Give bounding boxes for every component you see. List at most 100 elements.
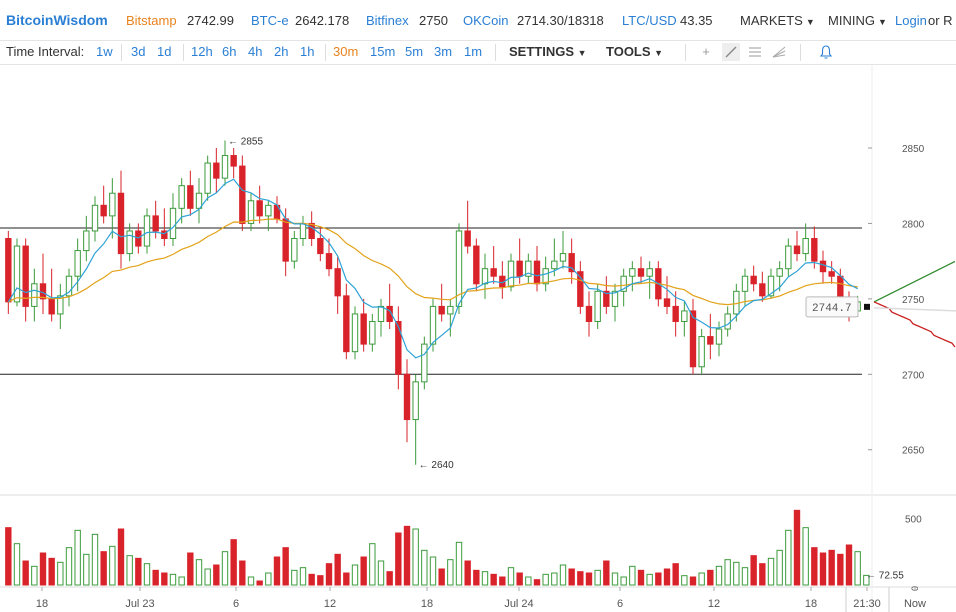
interval-5m[interactable]: 5m: [405, 44, 424, 59]
interval-1d[interactable]: 1d: [157, 44, 172, 59]
volume-bar: [698, 572, 705, 586]
settings-menu[interactable]: SETTINGS ▼: [509, 44, 587, 59]
top-nav-bar: BitcoinWisdom Bitstamp 2742.99 BTC-e 264…: [0, 0, 956, 41]
tools-menu[interactable]: TOOLS ▼: [606, 44, 663, 59]
volume-bar: [343, 572, 350, 586]
volume-bar: [655, 572, 662, 586]
fan-icon[interactable]: [770, 43, 788, 61]
volume-bar: [143, 563, 151, 586]
or-register-text: or R: [928, 13, 953, 28]
volume-bar: [117, 528, 125, 586]
candle-body: [187, 185, 194, 209]
interval-30m[interactable]: 30m: [333, 44, 359, 59]
volume-bar: [83, 553, 90, 586]
interval-3d[interactable]: 3d: [131, 44, 146, 59]
time-tick-label: Jul 23: [125, 598, 154, 610]
mining-menu[interactable]: MINING ▼: [828, 13, 887, 28]
volume-bar: [429, 556, 437, 586]
interval-12h[interactable]: 12h: [191, 44, 213, 59]
interval-15m[interactable]: 15m: [370, 44, 396, 59]
volume-bar: [741, 567, 749, 586]
candle-body: [317, 238, 324, 255]
volume-bar: [291, 569, 298, 586]
interval-2h[interactable]: 2h: [274, 44, 289, 59]
crosshair-icon[interactable]: +: [702, 44, 710, 59]
candle-body: [22, 245, 29, 307]
markets-menu[interactable]: MARKETS ▼: [740, 13, 815, 28]
candle-body: [325, 253, 333, 270]
exchange-okcoin-price: 2714.30/18318: [517, 13, 604, 28]
horizontal-lines[interactable]: [0, 227, 862, 375]
volume-bar: [395, 532, 402, 586]
mid-depth-line: [873, 307, 956, 312]
candle-body: [421, 343, 428, 383]
volume-bar: [360, 556, 367, 586]
interval-1w[interactable]: 1w: [96, 44, 113, 59]
volume-bar: [48, 557, 55, 586]
candle-body: [464, 230, 471, 247]
chart-annotations: ← 2855 ← 2640 2744.7 ← 72.55: [228, 136, 904, 581]
volume-bar: [811, 547, 818, 586]
interval-1h[interactable]: 1h: [300, 44, 315, 59]
exchange-btce-name[interactable]: BTC-e: [251, 13, 289, 28]
volume-bar: [689, 576, 697, 586]
interval-6h[interactable]: 6h: [222, 44, 237, 59]
volume-bar: [377, 560, 385, 586]
candle-body: [31, 283, 38, 307]
time-tick-label: 18: [805, 598, 817, 610]
volume-bar: [759, 563, 766, 586]
volume-bar: [490, 573, 497, 586]
chevron-down-icon: ▼: [877, 17, 887, 27]
chevron-down-icon: ▼: [805, 17, 815, 27]
low-price-annotation: ← 2640: [419, 460, 454, 471]
bell-glyph: [819, 45, 833, 59]
brand-logo[interactable]: BitcoinWisdom: [6, 12, 108, 28]
exchange-ltcusd-name[interactable]: LTC/USD: [622, 13, 677, 28]
volume-bar: [646, 573, 653, 586]
alert-bell-icon[interactable]: [817, 43, 835, 61]
exchange-bitfinex-name[interactable]: Bitfinex: [366, 13, 409, 28]
candle-body: [13, 245, 21, 303]
price-chart[interactable]: 28502800275027002650500018Jul 2361218Jul…: [0, 65, 956, 612]
candle-body: [109, 192, 116, 217]
candle-body: [715, 328, 723, 345]
login-link[interactable]: Login: [895, 13, 927, 28]
volume-bar: [265, 572, 272, 586]
candle-body: [282, 218, 289, 262]
candle-body: [811, 238, 818, 262]
candle-body: [525, 260, 532, 277]
candle-body: [637, 268, 645, 277]
volume-bar: [421, 549, 428, 586]
fib-icon[interactable]: [746, 43, 764, 61]
interval-3m[interactable]: 3m: [434, 44, 453, 59]
volume-bar: [551, 572, 558, 586]
volume-bar: [707, 569, 714, 586]
candle-body: [178, 185, 185, 209]
candle-body: [750, 275, 757, 285]
time-tick-label: 18: [421, 598, 433, 610]
candle-body: [351, 313, 359, 353]
volume-bar: [74, 529, 81, 586]
interval-4h[interactable]: 4h: [248, 44, 263, 59]
volume-bar: [325, 563, 333, 586]
exchange-okcoin-name[interactable]: OKCoin: [463, 13, 509, 28]
fan-glyph: [772, 46, 786, 58]
candle-body: [516, 260, 523, 277]
exchange-bitfinex-price: 2750: [419, 13, 448, 28]
trendline-icon[interactable]: [722, 43, 740, 61]
interval-1m[interactable]: 1m: [464, 44, 483, 59]
volume-bar: [100, 551, 107, 586]
candle-body: [195, 192, 203, 209]
volume-bar: [672, 563, 679, 586]
current-price-label: 2744.7: [812, 303, 852, 315]
volume-bar: [169, 573, 177, 586]
volume-bar: [611, 572, 619, 586]
time-tick-label: 18: [36, 598, 48, 610]
exchange-bitstamp-name[interactable]: Bitstamp: [126, 13, 177, 28]
candle-body: [100, 204, 107, 217]
candle-body: [360, 313, 367, 345]
candle-body: [759, 283, 766, 297]
current-price-marker: [864, 303, 870, 310]
candle-body: [828, 271, 835, 277]
chart-axes: 28502800275027002650500018Jul 2361218Jul…: [36, 144, 926, 612]
